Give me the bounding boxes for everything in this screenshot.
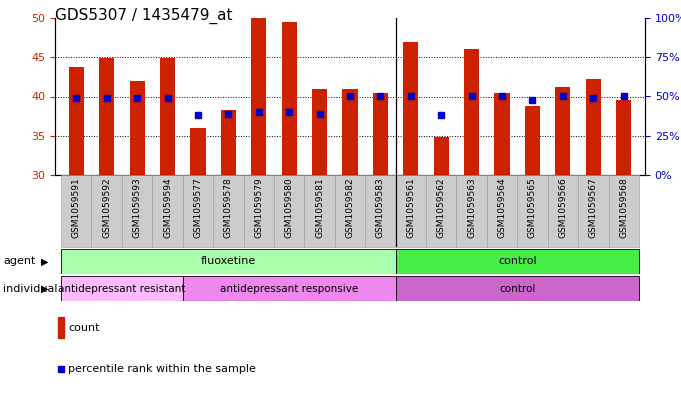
Text: GSM1059563: GSM1059563 [467,177,476,238]
Bar [396,249,639,274]
Text: antidepressant resistant: antidepressant resistant [58,283,186,294]
Bar [456,175,487,247]
Bar [61,276,183,301]
Bar [183,276,396,301]
Text: GSM1059579: GSM1059579 [254,177,264,238]
Bar [616,101,631,175]
Text: GSM1059567: GSM1059567 [589,177,598,238]
Text: GSM1059577: GSM1059577 [193,177,202,238]
Bar [160,58,175,175]
Text: count: count [68,323,100,332]
Bar [91,175,122,247]
Bar [153,175,183,247]
Text: antidepressant responsive: antidepressant responsive [220,283,358,294]
Bar [251,18,266,175]
Bar [213,175,244,247]
Bar [403,42,418,175]
Bar [518,175,548,247]
Text: GSM1059594: GSM1059594 [163,177,172,238]
Text: individual: individual [3,283,58,294]
Text: GSM1059591: GSM1059591 [72,177,81,238]
Text: GSM1059583: GSM1059583 [376,177,385,238]
Text: GSM1059562: GSM1059562 [437,177,446,238]
Bar [183,175,213,247]
Text: GSM1059568: GSM1059568 [619,177,628,238]
Bar [122,175,153,247]
Bar [244,175,274,247]
Bar [129,81,145,175]
Bar [609,175,639,247]
Text: GSM1059561: GSM1059561 [407,177,415,238]
Bar [365,175,396,247]
Text: GSM1059566: GSM1059566 [558,177,567,238]
Bar [69,67,84,175]
Text: control: control [498,257,537,266]
Bar [426,175,456,247]
Bar [221,110,236,175]
Text: control: control [499,283,535,294]
Bar [578,175,609,247]
Bar [281,22,297,175]
Bar [487,175,518,247]
Bar [312,89,327,175]
Bar [525,106,540,175]
Bar [190,128,206,175]
Text: ▶: ▶ [41,283,48,294]
Text: ▶: ▶ [41,257,48,266]
Text: GSM1059581: GSM1059581 [315,177,324,238]
Bar [548,175,578,247]
Text: GSM1059578: GSM1059578 [224,177,233,238]
Text: GSM1059592: GSM1059592 [102,177,111,238]
Bar [343,89,358,175]
Text: GDS5307 / 1435479_at: GDS5307 / 1435479_at [55,8,232,24]
Text: GSM1059565: GSM1059565 [528,177,537,238]
Bar [274,175,304,247]
Bar [335,175,365,247]
Bar [304,175,335,247]
Text: GSM1059582: GSM1059582 [345,177,355,238]
Bar [586,79,601,175]
Bar [396,276,639,301]
Bar [99,58,114,175]
Text: GSM1059580: GSM1059580 [285,177,294,238]
Text: fluoxetine: fluoxetine [201,257,256,266]
Bar [464,50,479,175]
Bar [61,249,396,274]
Text: GSM1059593: GSM1059593 [133,177,142,238]
Bar [61,175,91,247]
Bar [494,93,509,175]
Bar [396,175,426,247]
Text: agent: agent [3,257,36,266]
Text: GSM1059564: GSM1059564 [498,177,507,238]
Bar [434,137,449,175]
Bar [373,93,388,175]
Bar [555,87,571,175]
Bar [58,316,65,338]
Text: percentile rank within the sample: percentile rank within the sample [68,364,256,374]
